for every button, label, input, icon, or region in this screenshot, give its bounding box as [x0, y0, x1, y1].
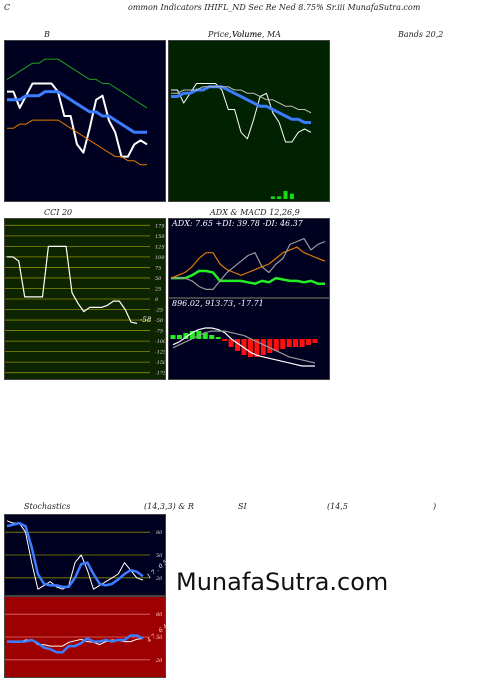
cci-tick-label: -50	[155, 318, 164, 324]
watermark: MunafaSutra.com	[176, 568, 389, 596]
volume-bar	[270, 196, 275, 199]
rsi-tick-label: 20	[155, 658, 163, 664]
volume-bar	[283, 191, 288, 199]
price-ma_long-line	[171, 86, 312, 114]
cci-tick-label: 25	[154, 286, 161, 292]
stochastics-tick-label: 80	[156, 530, 163, 536]
macd-histogram-bar	[222, 339, 228, 341]
rsi-rsi_ma-line	[7, 634, 144, 654]
volume-bar	[289, 193, 294, 199]
bollinger-upper-line	[6, 58, 148, 109]
macd-histogram-bar	[215, 337, 221, 339]
stochastics-tick-label: 50	[156, 553, 163, 559]
price-price-line	[171, 83, 312, 143]
cci-last-value: -58	[140, 316, 152, 324]
macd-histogram-bar	[241, 339, 247, 355]
cci-chart: 175 150 125 100 75 50 25 0 -25 -50 -75 -100 -125 -150…	[5, 223, 165, 377]
macd-histogram-bar	[247, 339, 253, 357]
macd-histogram-bar	[254, 339, 260, 357]
adx-plus_di-line	[170, 246, 326, 279]
stochastics-tick-label: 20	[155, 576, 163, 582]
cci-tick-label: -75	[155, 329, 163, 335]
macd-histogram-bar	[312, 339, 318, 343]
cci-line	[7, 245, 138, 324]
rsi-si-label: SI	[238, 502, 247, 511]
macd-histogram-bar	[260, 339, 266, 355]
cci-tick-label: -125	[155, 350, 165, 356]
price-ma-chart	[171, 83, 312, 199]
header-c: C	[4, 3, 11, 12]
bollinger-lower-line	[7, 119, 147, 166]
stochastics-chart: 80 50 20	[5, 520, 163, 590]
macd-histogram-bar	[306, 339, 312, 345]
cci-tick-label: 0	[155, 297, 159, 303]
macd-values: 896.02, 913.73, -17.71	[172, 299, 264, 308]
volume-bar	[277, 196, 282, 199]
cci-tick-label: -150	[155, 360, 165, 366]
stochastics-params: (14,3,3) & R	[144, 502, 194, 511]
bollinger-middle-line	[7, 90, 147, 134]
macd-histogram-bar	[267, 339, 273, 353]
macd-chart	[170, 327, 318, 367]
macd-histogram-bar	[235, 339, 241, 351]
macd-histogram-bar	[189, 331, 195, 339]
page-title: ommon Indicators IHIFL_ND Sec Re Ned 8.7…	[128, 3, 421, 12]
bands-title: Bands 20,2	[398, 30, 444, 39]
price-ma-panel	[168, 40, 330, 202]
cci-tick-label: 50	[155, 276, 162, 282]
macd-histogram-bar	[202, 333, 208, 339]
macd-panel	[168, 298, 330, 380]
adx-adx-line	[171, 269, 325, 285]
macd-histogram-bar	[209, 335, 215, 339]
bollinger-price-line	[7, 82, 148, 158]
rsi-close-paren: )	[433, 502, 437, 511]
stochastics-k-line	[6, 520, 144, 590]
rsi-tick-label: 80	[156, 612, 163, 618]
macd-signal-line	[172, 330, 316, 364]
adx-minus_di-line	[171, 238, 326, 291]
adx-panel	[168, 218, 330, 298]
cci-tick-label: 175	[155, 223, 165, 229]
cci-tick-label: 100	[155, 255, 165, 261]
macd-histogram-bar	[299, 339, 305, 347]
macd-histogram-bar	[286, 339, 292, 347]
bollinger-panel	[4, 40, 166, 202]
macd-histogram-bar	[183, 333, 189, 339]
cci-title: CCI 20	[44, 208, 73, 217]
stochastics-d-line	[6, 521, 144, 589]
macd-histogram-bar	[273, 339, 279, 351]
cci-tick-label: -175	[155, 371, 165, 377]
rsi-chart: 80 50 20	[5, 612, 163, 664]
cci-tick-label: -25	[155, 308, 163, 314]
adx-values: ADX: 7.65 +DI: 39.78 -DI: 46.37	[172, 219, 303, 228]
ma-title: Volume, MA	[232, 30, 281, 39]
cci-tick-label: 75	[155, 265, 161, 271]
bollinger-chart	[6, 58, 148, 166]
adx-chart	[170, 238, 326, 291]
stochastics-panel: 80 50 20	[4, 514, 166, 596]
cci-tick-label: 125	[155, 244, 165, 250]
macd-histogram-bar	[293, 339, 299, 347]
macd-histogram-bar	[170, 335, 176, 339]
cci-panel: 175 150 125 100 75 50 25 0 -25 -50 -75 -100 -125 -150…	[4, 218, 166, 380]
rsi-params: (14,5	[327, 502, 348, 511]
bollinger-title: B	[44, 30, 50, 39]
adx-macd-title: ADX & MACD 12,26,9	[210, 208, 300, 217]
cci-tick-label: 150	[155, 234, 165, 240]
cci-tick-label: -100	[155, 339, 165, 345]
rsi-tick-label: 50	[156, 635, 163, 641]
macd-histogram-bar	[280, 339, 286, 349]
macd-histogram-bar	[176, 335, 182, 339]
stochastics-title: Stochastics	[24, 502, 71, 511]
rsi-panel: 80 50 20	[4, 596, 166, 678]
volume-title: Volume	[232, 30, 262, 39]
macd-macd-line	[172, 327, 315, 367]
price-title: Price,	[208, 30, 232, 39]
macd-histogram-bar	[228, 339, 234, 347]
price-ma_short-line	[171, 85, 311, 124]
